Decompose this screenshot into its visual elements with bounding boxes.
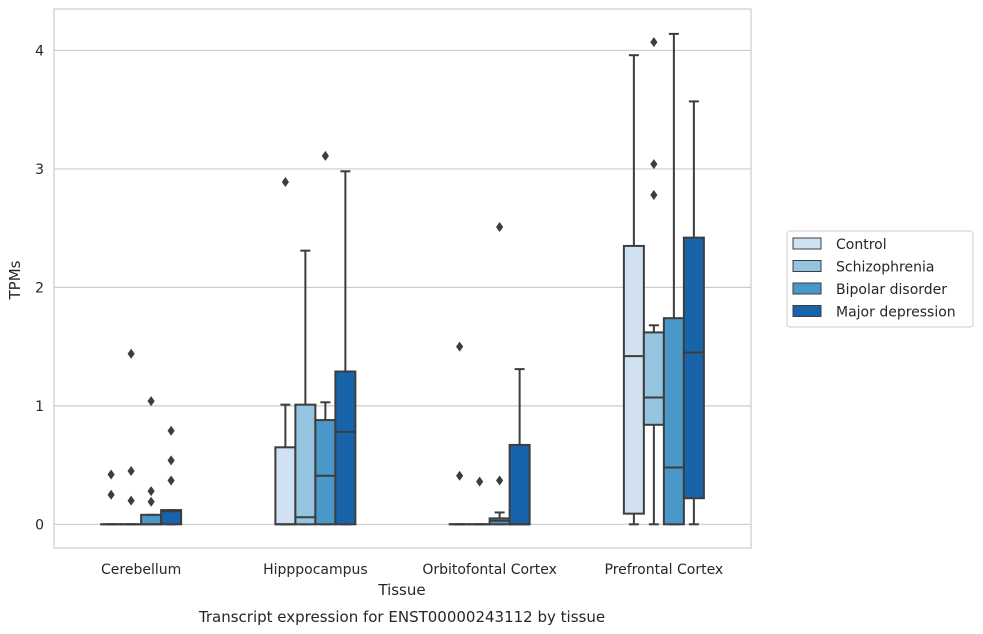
box-iqr [662,317,685,526]
legend-label: Control [836,237,887,253]
x-tick-label: Prefrontal Cortex [605,562,724,578]
x-tick-label: Cerebellum [101,562,181,578]
box-schizophrenia [294,249,317,526]
box-iqr [314,419,337,526]
legend-swatch [792,305,822,317]
outlier-point [650,159,658,170]
outlier-point [127,495,135,506]
box-major-depression [160,425,183,526]
legend-label: Major depression [836,305,956,321]
outlier-point [107,489,115,500]
box-major-depression [334,170,357,526]
box-control [448,341,471,526]
outlier-point [650,189,658,200]
outlier-point [147,486,155,497]
y-tick-label: 2 [35,280,44,296]
box-control [622,54,645,526]
outlier-point [650,37,658,48]
legend: Control Schizophrenia Bipolar disorder Majo… [786,230,974,328]
legend-swatch [792,260,822,272]
box-iqr [508,443,531,526]
legend-frame [786,230,974,328]
outlier-point [167,425,175,436]
box-control [274,176,297,526]
box-layer [100,32,705,526]
legend-swatch [792,282,822,295]
box-schizophrenia [120,348,143,526]
y-tick-labels: 0 1 2 3 4 [35,43,44,533]
chart-caption: Transcript expression for ENST0000024311… [198,608,605,626]
box-iqr [294,403,317,526]
plot-area-frame [53,8,752,549]
y-gridlines [54,49,751,525]
y-tick-label: 3 [35,162,44,178]
box-iqr [682,236,705,500]
box-bipolar-disorder [140,396,163,526]
x-tick-label: Hipppocampus [263,562,368,578]
outlier-point [167,475,175,486]
outlier-point [476,476,484,487]
outlier-point [281,176,289,187]
outlier-point [127,466,135,476]
legend-label: Bipolar disorder [836,282,947,298]
y-tick-label: 1 [35,399,44,415]
y-tick-label: 4 [35,43,44,59]
box-control [100,469,123,526]
x-axis-label: Tissue [377,581,425,599]
box-schizophrenia [642,37,665,526]
outlier-point [147,496,155,507]
box-iqr [642,331,665,426]
box-major-depression [682,100,705,526]
x-tick-label: Orbitofontal Cortex [422,562,557,578]
box-iqr [334,370,357,526]
outlier-point [456,470,464,481]
outlier-point [456,341,464,352]
outlier-point [496,475,504,486]
outlier-point [321,150,329,161]
box-iqr [140,513,163,526]
box-iqr [274,446,297,526]
outlier-point [147,396,155,407]
outlier-point [107,469,115,480]
y-tick-label: 0 [35,517,44,533]
legend-swatch [792,237,822,250]
legend-label: Schizophrenia [836,260,934,276]
box-iqr [622,244,645,515]
outlier-point [127,348,135,359]
x-tick-labels: Cerebellum Hipppocampus Orbitofontal Corte… [101,562,723,578]
box-bipolar-disorder [488,221,511,526]
box-bipolar-disorder [662,32,685,526]
box-iqr [160,509,183,526]
y-axis-label: TPMs [6,260,24,300]
outlier-point [167,455,175,466]
box-bipolar-disorder [314,150,337,526]
outlier-point [496,221,504,232]
box-schizophrenia [468,476,491,526]
box-major-depression [508,368,531,526]
